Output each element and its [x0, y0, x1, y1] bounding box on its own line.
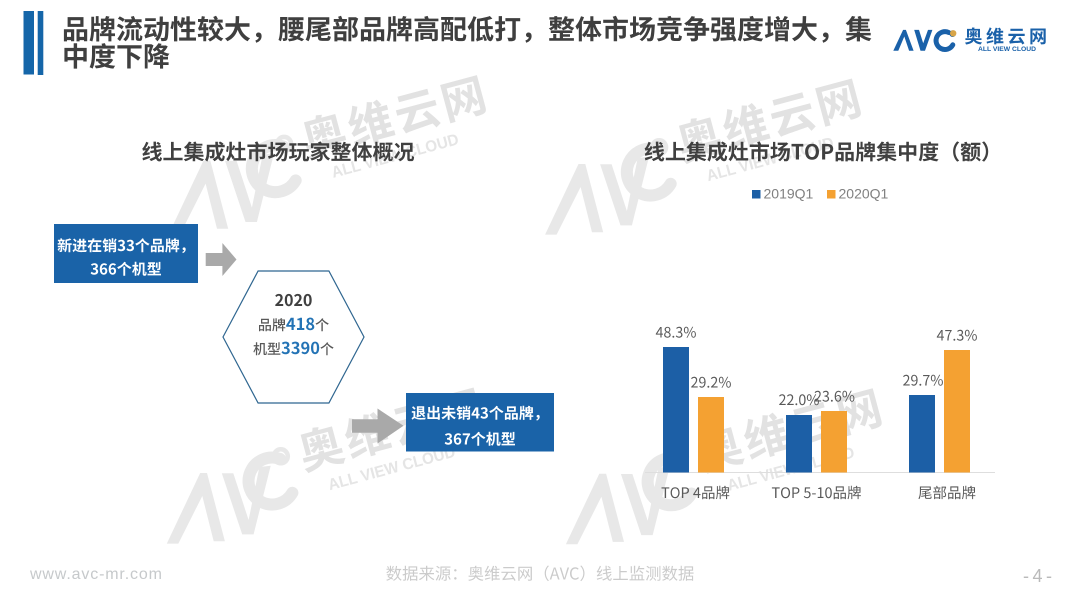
svg-text:2019Q1: 2019Q1 [764, 186, 814, 202]
svg-text:-4-: -4- [1023, 566, 1056, 586]
svg-text:www.avc-mr.com: www.avc-mr.com [29, 566, 163, 583]
svg-text:2020Q1: 2020Q1 [839, 186, 889, 202]
